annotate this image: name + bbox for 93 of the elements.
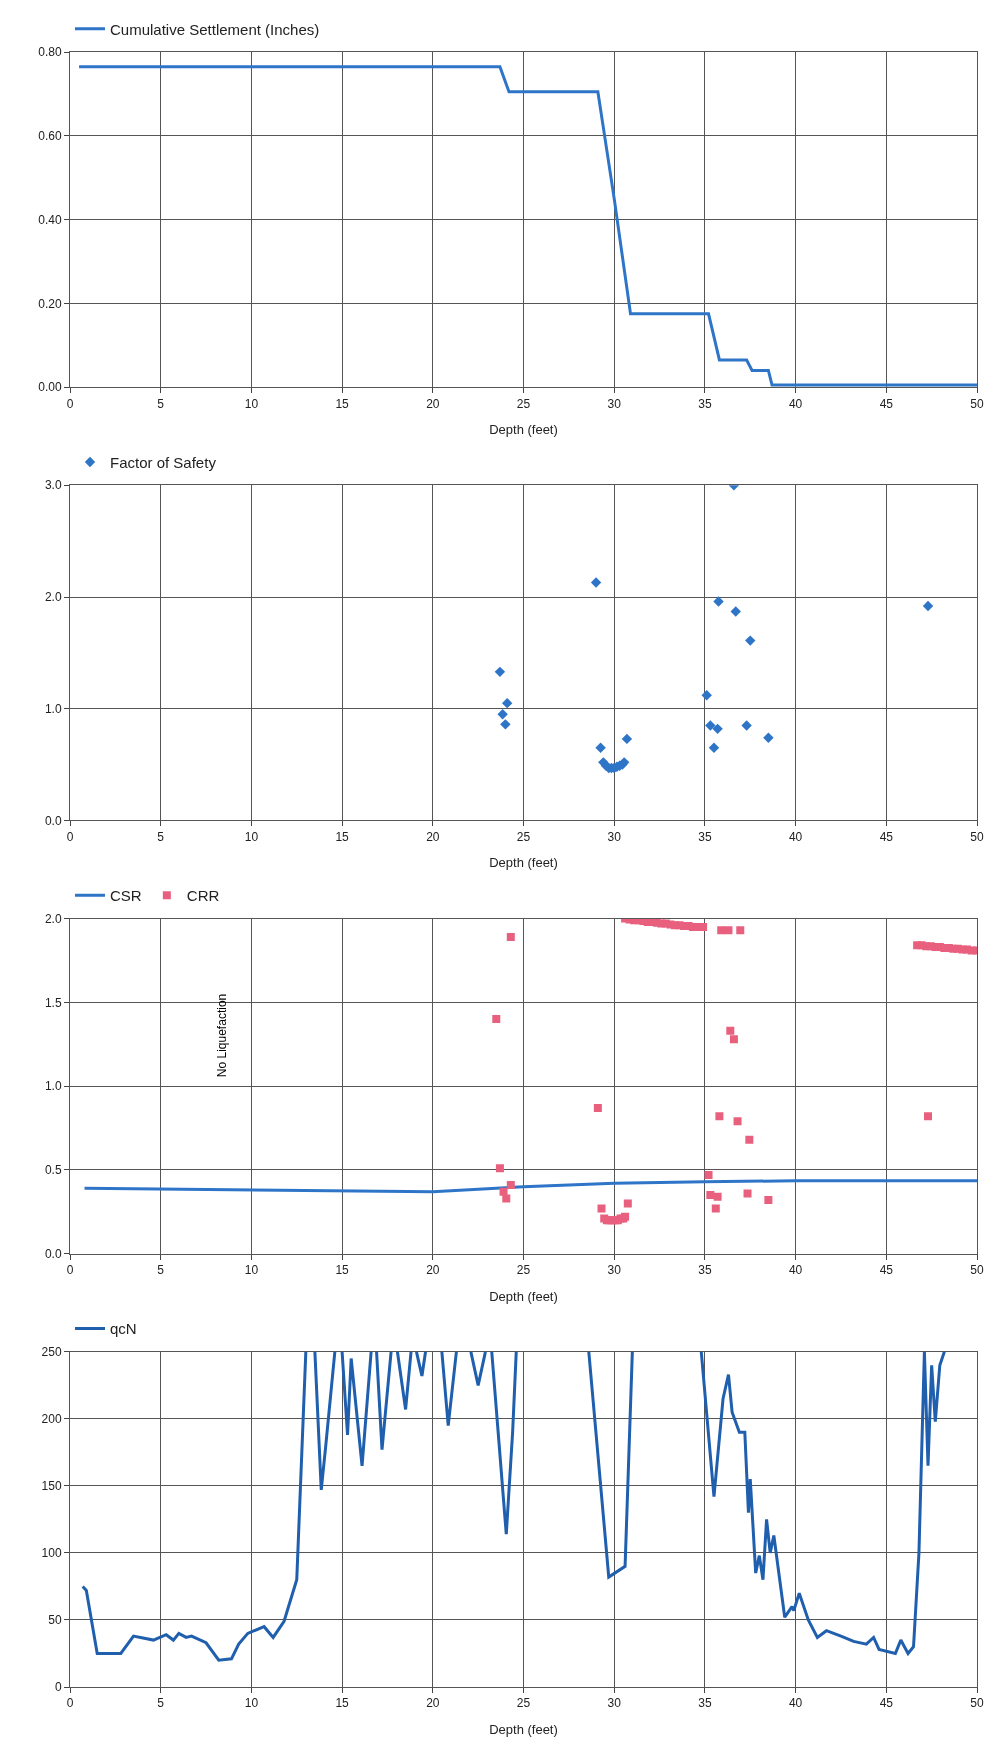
x-tick-label: 20 xyxy=(426,829,440,844)
point xyxy=(763,732,774,743)
point xyxy=(501,697,513,709)
x-tick-label: 5 xyxy=(157,829,165,844)
y-tick-label: 1.0 xyxy=(44,1079,62,1094)
x-tick-label: 30 xyxy=(607,1696,622,1711)
point xyxy=(497,709,508,720)
x-tick-label: 20 xyxy=(426,396,440,411)
x-tick-label: 35 xyxy=(698,396,712,411)
x-tick-label: 20 xyxy=(426,1696,440,1711)
y-tick-label: 0.00 xyxy=(38,380,62,395)
y-tick-label: 0 xyxy=(54,1680,62,1695)
x-tick-label: 15 xyxy=(335,1263,350,1278)
x-tick-label: 25 xyxy=(516,396,531,411)
y-tick-label: 0.60 xyxy=(38,128,62,143)
annotation: No Liquefaction xyxy=(215,993,230,1078)
x-tick-label: 10 xyxy=(244,1263,259,1278)
y-tick-label: 2.0 xyxy=(44,911,62,926)
x-axis-title: Depth (feet) xyxy=(489,422,558,438)
x-tick-label: 45 xyxy=(879,829,894,844)
y-tick-label: 0.20 xyxy=(38,296,62,311)
point xyxy=(621,733,633,745)
x-tick-label: 25 xyxy=(516,1696,531,1711)
x-axis-title: Depth (feet) xyxy=(489,1288,558,1304)
x-tick-label: 0 xyxy=(66,1263,74,1278)
x-tick-label: 35 xyxy=(698,1696,712,1711)
x-tick-label: 10 xyxy=(244,829,259,844)
point xyxy=(705,720,716,731)
x-tick-label: 40 xyxy=(788,396,803,411)
x-tick-label: 50 xyxy=(970,1263,984,1278)
point xyxy=(494,666,506,678)
x-tick-label: 40 xyxy=(788,1696,803,1711)
y-tick-label: 200 xyxy=(41,1412,62,1427)
y-tick-label: 150 xyxy=(41,1479,62,1494)
x-tick-label: 10 xyxy=(244,1696,259,1711)
y-tick-label: 0.0 xyxy=(44,1246,62,1261)
x-tick-label: 50 xyxy=(970,396,984,411)
y-tick-label: 100 xyxy=(41,1546,62,1561)
x-tick-label: 5 xyxy=(157,1696,165,1711)
x-tick-label: 15 xyxy=(335,829,350,844)
x-tick-label: 35 xyxy=(698,829,712,844)
point xyxy=(590,577,602,588)
point xyxy=(745,635,756,646)
x-tick-label: 50 xyxy=(970,1696,984,1711)
y-tick-label: 0.0 xyxy=(44,813,62,828)
x-tick-label: 30 xyxy=(607,396,622,411)
legend-label: Cumulative Settlement (Inches) xyxy=(110,20,320,38)
x-tick-label: 25 xyxy=(516,1263,531,1278)
y-tick-label: 1.0 xyxy=(44,701,62,716)
x-tick-label: 15 xyxy=(335,1696,350,1711)
x-tick-label: 45 xyxy=(879,396,894,411)
x-tick-label: 0 xyxy=(66,1696,74,1711)
x-tick-label: 45 xyxy=(879,1696,894,1711)
x-tick-label: 15 xyxy=(335,396,350,411)
y-tick-label: 250 xyxy=(41,1345,62,1360)
point xyxy=(741,720,752,731)
point xyxy=(708,742,720,754)
point xyxy=(922,600,934,612)
x-tick-label: 5 xyxy=(157,1263,165,1278)
legend-label: CSR xyxy=(110,887,142,905)
x-tick-label: 35 xyxy=(698,1263,712,1278)
point xyxy=(500,719,511,730)
y-tick-label: 3.0 xyxy=(44,478,62,493)
legend-label: qcN xyxy=(110,1320,137,1338)
x-tick-label: 10 xyxy=(244,396,259,411)
point xyxy=(713,596,724,607)
x-tick-label: 40 xyxy=(788,829,803,844)
y-tick-label: 2.0 xyxy=(44,590,62,605)
point xyxy=(701,690,712,701)
x-tick-label: 50 xyxy=(970,829,984,844)
x-tick-label: 5 xyxy=(157,396,165,411)
x-tick-label: 0 xyxy=(66,396,74,411)
x-tick-label: 20 xyxy=(426,1263,440,1278)
x-tick-label: 30 xyxy=(607,829,622,844)
x-tick-label: 0 xyxy=(66,829,74,844)
y-tick-label: 0.5 xyxy=(44,1163,62,1178)
line-series xyxy=(77,65,977,387)
line-series xyxy=(83,1179,977,1194)
x-axis-title: Depth (feet) xyxy=(489,1722,558,1737)
x-axis-title: Depth (feet) xyxy=(489,855,558,871)
y-tick-label: 0.40 xyxy=(38,212,62,227)
point xyxy=(712,723,723,735)
legend-label: CRR xyxy=(186,887,220,905)
x-tick-label: 25 xyxy=(516,829,531,844)
y-tick-label: 1.5 xyxy=(44,995,62,1010)
y-tick-label: 50 xyxy=(48,1613,62,1628)
legend-label: Factor of Safety xyxy=(110,453,217,471)
point xyxy=(595,742,606,754)
point xyxy=(730,606,741,617)
y-tick-label: 0.80 xyxy=(38,45,62,60)
x-tick-label: 45 xyxy=(879,1263,894,1278)
x-tick-label: 40 xyxy=(788,1263,803,1278)
x-tick-label: 30 xyxy=(607,1263,622,1278)
